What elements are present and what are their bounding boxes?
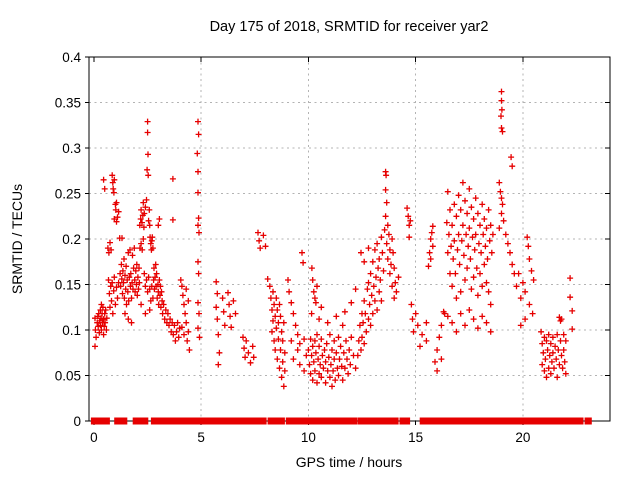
x-tick-label: 0 xyxy=(90,430,98,445)
scatter-points-layer xyxy=(92,88,576,390)
y-tick-label: 0.15 xyxy=(55,278,81,293)
y-tick-label: 0.1 xyxy=(62,323,81,338)
tick-labels: 0 5 10 15 20 0 0.05 0.1 0.15 0.2 0.25 0.3 0.35 0.4 xyxy=(55,50,531,445)
y-tick-label: 0 xyxy=(73,414,81,429)
y-tick-label: 0.35 xyxy=(55,96,81,111)
chart-title: Day 175 of 2018, SRMTID for receiver yar… xyxy=(210,19,489,35)
x-tick-label: 15 xyxy=(408,430,423,445)
x-axis-label: GPS time / hours xyxy=(296,454,403,470)
y-tick-label: 0.05 xyxy=(55,369,81,384)
y-tick-label: 0.4 xyxy=(62,50,81,65)
x-tick-label: 5 xyxy=(197,430,205,445)
axes-and-ticks xyxy=(85,56,611,425)
grid-lines xyxy=(89,57,610,421)
y-tick-label: 0.25 xyxy=(55,187,81,202)
x-tick-label: 10 xyxy=(301,430,316,445)
y-axis-label: SRMTID / TECUs xyxy=(9,184,25,294)
zero-value-band xyxy=(90,417,592,425)
y-tick-label: 0.3 xyxy=(62,141,81,156)
x-tick-label: 20 xyxy=(515,430,530,445)
y-tick-label: 0.2 xyxy=(62,232,81,247)
